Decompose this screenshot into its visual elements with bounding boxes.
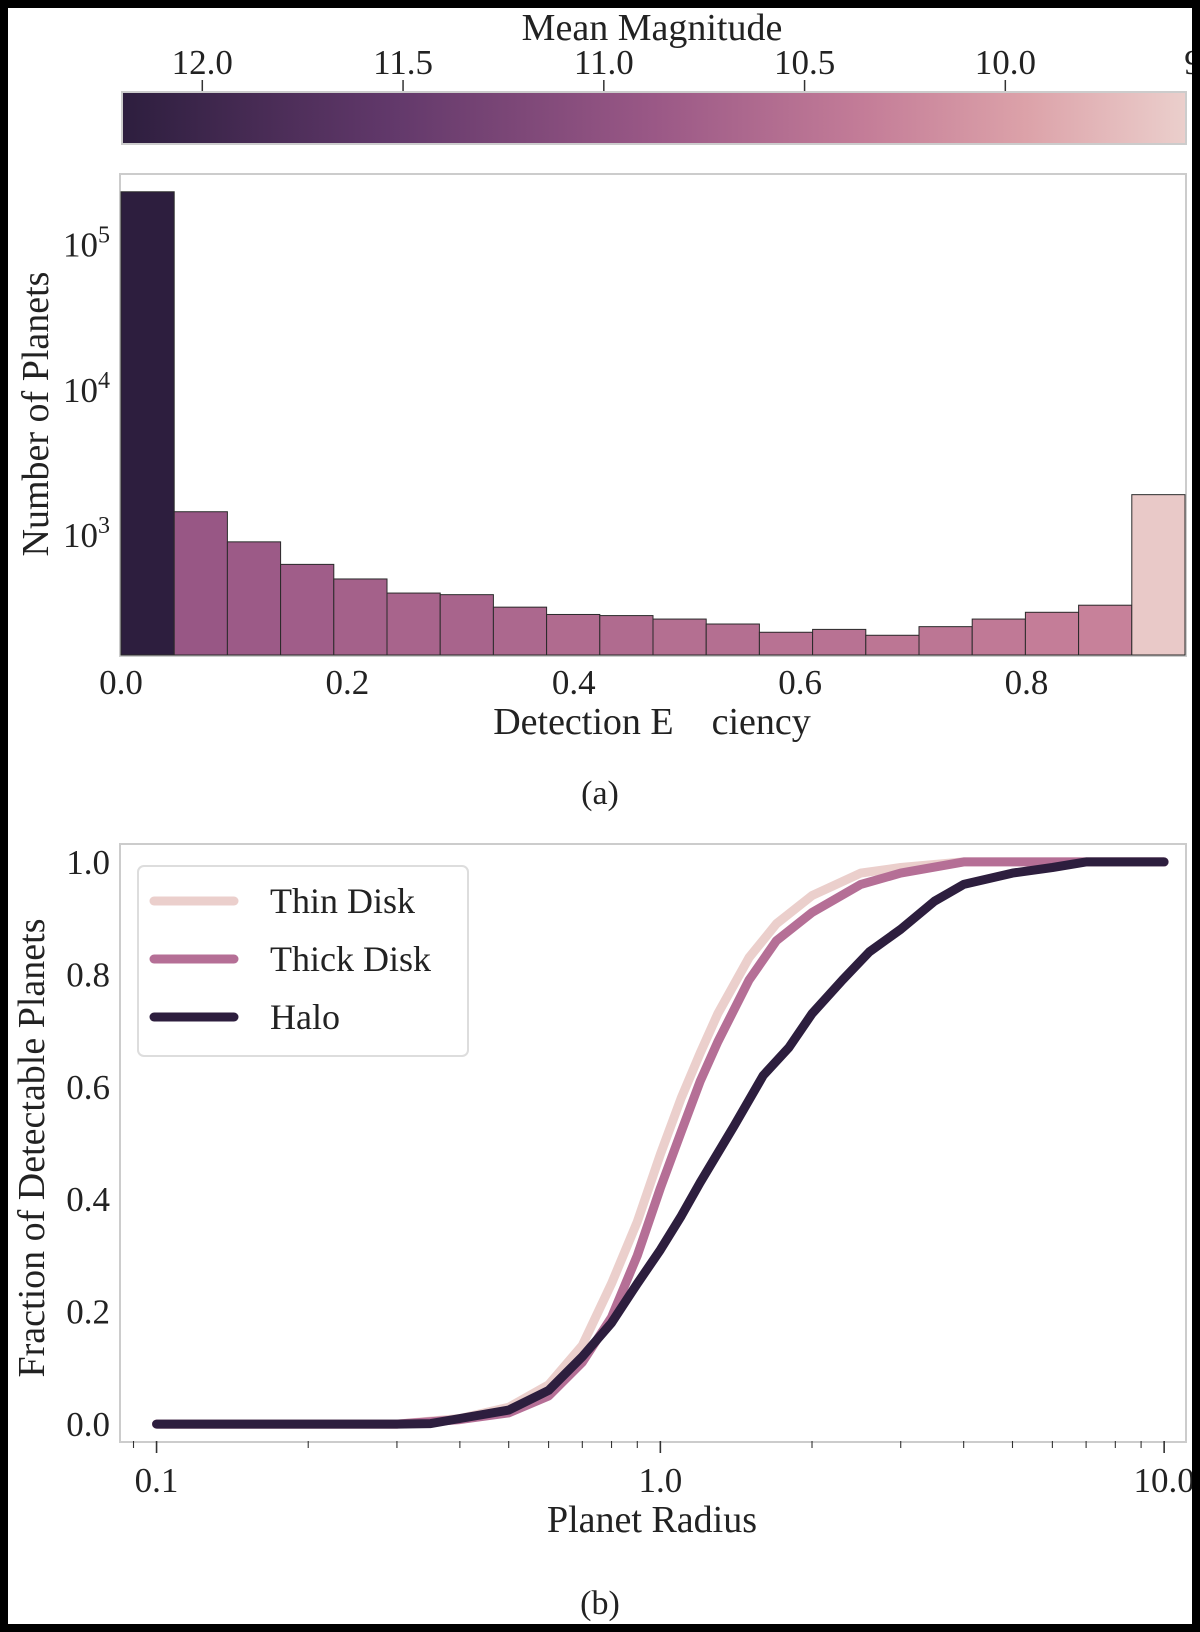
histogram-bar [1078,604,1133,656]
histogram-bar [599,615,654,656]
colorbar-label: Mean Magnitude [522,8,783,49]
histogram-bar [333,578,388,656]
y-tick-exponent: 4 [98,368,110,394]
legend: Thin Disk Thick Disk Halo [137,865,469,1057]
line-x-tick-label: 0.1 [135,1461,179,1500]
colorbar-gradient [121,91,1187,145]
histogram-bar [120,191,175,656]
histogram-bar [758,631,814,656]
histogram-y-tick-label: 103 [63,513,110,555]
histogram-x-ticks: 0.0 0.2 0.4 0.6 0.8 [99,663,1048,702]
line-y-tick-label: 0.4 [66,1180,110,1219]
caption-b: (b) [580,1585,620,1622]
legend-label-thick-disk: Thick Disk [270,939,431,979]
histogram-bar [173,511,228,656]
histogram-bar [705,623,760,656]
line-series-group [152,857,1169,1429]
colorbar-ticks: 12.0 11.5 11.0 10.5 10.0 9.5 [172,43,1192,92]
histogram-bar [226,541,282,656]
legend-box [137,865,469,1057]
line-y-tick-label: 0.2 [66,1293,110,1332]
figure-canvas: Mean Magnitude 12.0 11.5 11.0 10.5 10.0 9.5 0… [8,8,1192,1624]
caption-a: (a) [581,775,619,812]
histogram-bar [492,606,548,656]
figure-svg: Mean Magnitude 12.0 11.5 11.0 10.5 10.0 9.5 0… [11,8,1192,1622]
line-y-tick-label: 0.6 [66,1068,110,1107]
histogram-x-tick-label: 0.4 [552,663,596,702]
histogram-bar [439,594,494,656]
legend-label-halo: Halo [270,997,340,1037]
histogram-y-tick-label: 104 [63,368,110,410]
line-panel: 0.1 1.0 10.0 0.0 0.2 0.4 0.6 0.8 1.0 Thin Disk … [11,843,1192,1622]
y-tick-base: 10 [63,516,98,555]
histogram-x-tick-label: 0.8 [1005,663,1049,702]
histogram-bar [652,618,707,656]
histogram-bar [865,634,920,656]
histogram-bar [971,618,1026,656]
histogram-x-tick-label: 0.2 [326,663,370,702]
line-x-tick-label: 1.0 [638,1461,682,1500]
colorbar-tick-label: 12.0 [172,43,233,82]
line-y-tick-label: 1.0 [66,843,110,882]
histogram-x-tick-label: 0.6 [778,663,822,702]
histogram-bars [120,191,1186,656]
legend-label-thin-disk: Thin Disk [270,881,415,921]
histogram-bar [1131,494,1186,656]
histogram-bar [918,626,973,656]
line-y-tick-label: 0.0 [66,1405,110,1444]
histogram-y-tick-label: 105 [63,222,110,264]
colorbar-tick-label: 10.0 [975,43,1036,82]
line-x-label: Planet Radius [547,1499,757,1541]
line-y-ticks: 0.0 0.2 0.4 0.6 0.8 1.0 [66,843,110,1444]
colorbar-tick-label: 10.5 [774,43,835,82]
halo-series-line [152,857,1169,1429]
colorbar-tick-label: 11.0 [574,43,634,82]
line-x-ticks: 0.1 1.0 10.0 [132,1441,1192,1500]
histogram-y-label: Number of Planets [15,272,57,557]
colorbar-tick-label: 9.5 [1184,43,1192,82]
line-x-tick-label: 10.0 [1134,1461,1192,1500]
y-tick-base: 10 [63,225,98,264]
histogram-bar [812,628,867,656]
y-tick-exponent: 5 [98,222,110,248]
histogram-x-label: Detection E ciency [493,701,811,743]
histogram-bar [280,563,335,656]
y-tick-base: 10 [63,371,98,410]
histogram-bar [386,592,441,656]
histogram-x-tick-label: 0.0 [99,663,143,702]
line-y-label: Fraction of Detectable Planets [11,918,53,1377]
line-y-tick-label: 0.8 [66,955,110,994]
colorbar: Mean Magnitude 12.0 11.5 11.0 10.5 10.0 9.5 [121,8,1192,145]
colorbar-tick-label: 11.5 [373,43,433,82]
y-tick-exponent: 3 [98,513,110,539]
histogram-bar [1024,611,1080,656]
histogram-bar [546,613,601,656]
